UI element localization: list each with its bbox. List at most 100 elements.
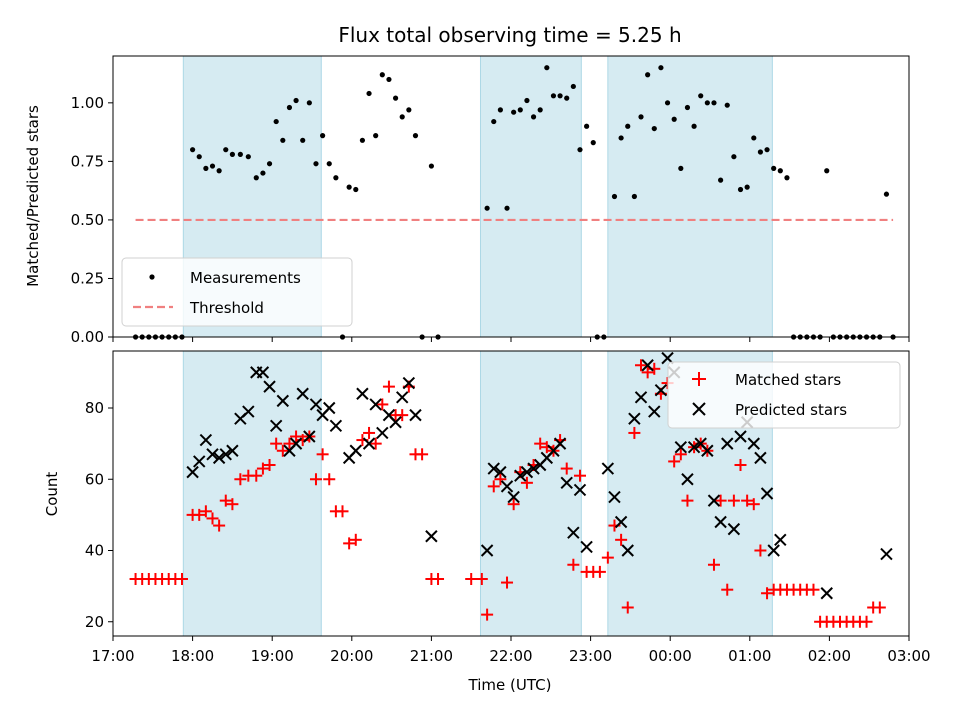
top-measurements-point	[373, 133, 379, 139]
legend-measurements-label: Measurements	[190, 269, 301, 287]
top-measurements-point	[764, 147, 770, 153]
bottom-matched-stars-point	[219, 494, 232, 507]
top-measurements-point	[320, 133, 326, 139]
bottom-matched-stars-point	[601, 551, 614, 564]
bottom-matched-stars-point	[761, 587, 774, 600]
bottom-predicted-stars-point	[206, 448, 219, 461]
bottom-predicted-stars-point	[309, 398, 323, 411]
top-measurements-point	[698, 93, 704, 99]
bottom-predicted-stars-point	[296, 387, 309, 400]
bottom-matched-stars-point	[615, 533, 628, 546]
bottom-predicted-stars-point	[621, 544, 634, 557]
top-measurements-point	[524, 97, 530, 104]
top-measurements-point	[718, 177, 724, 183]
top-measurements-point	[386, 76, 392, 83]
bottom-predicted-stars-point	[199, 433, 213, 447]
bottom-matched-stars-point	[860, 615, 873, 628]
top-measurements-point	[557, 93, 563, 99]
top-measurements-point	[359, 137, 366, 143]
bottom-matched-stars-point	[270, 437, 283, 450]
bottom-matched-stars-point	[635, 359, 648, 372]
bottom-predicted-stars-point	[553, 437, 567, 450]
bottom-predicted-stars-point	[500, 480, 514, 493]
legend-matched-stars-label: Matched stars	[735, 371, 841, 389]
bottom-predicted-stars-point	[674, 440, 688, 454]
top-measurements-point	[570, 83, 576, 90]
top-measurements-point	[491, 118, 497, 125]
legend-matched-stars-marker	[692, 372, 706, 386]
top-measurements-point	[757, 149, 764, 155]
bottom-predicted-stars-point	[193, 455, 206, 468]
top-measurements-point	[273, 118, 279, 125]
bottom-matched-stars-point	[226, 498, 239, 511]
top-measurements-point	[731, 154, 737, 160]
bottom-matched-stars-point	[309, 473, 322, 486]
legend-predicted-stars-marker	[692, 402, 706, 416]
top-measurements-point	[379, 72, 385, 78]
bottom-predicted-stars-point	[707, 494, 721, 507]
bottom-matched-stars-point	[674, 448, 687, 461]
bottom-x-tick-label: 03:00	[887, 647, 930, 665]
bottom-predicted-stars-point	[329, 419, 343, 433]
bottom-predicted-stars-point	[480, 544, 494, 557]
bottom-matched-stars-point	[707, 558, 720, 571]
bottom-predicted-stars-point	[186, 465, 199, 479]
bottom-matched-stars-point	[199, 505, 212, 518]
bottom-predicted-stars-point	[601, 462, 615, 475]
bottom-matched-stars-point	[465, 573, 478, 585]
top-measurements-point	[625, 123, 631, 129]
bottom-predicted-stars-point	[323, 401, 336, 415]
bottom-predicted-stars-point	[820, 587, 833, 600]
bottom-y-tick-label: 60	[85, 470, 104, 488]
bottom-matched-stars-point	[376, 398, 389, 411]
bottom-predicted-stars-point	[721, 437, 734, 450]
x-axis-title: Time (UTC)	[468, 676, 552, 694]
bottom-matched-stars-point	[234, 473, 247, 486]
bottom-predicted-stars-point	[714, 515, 727, 529]
bottom-predicted-stars-point	[425, 530, 438, 543]
top-measurements-point	[544, 65, 550, 71]
top-measurements-point	[664, 100, 671, 106]
bottom-matched-stars-point	[276, 444, 289, 457]
top-measurements-point	[326, 161, 332, 167]
bottom-matched-stars-point	[175, 573, 188, 585]
top-measurements-point	[313, 161, 319, 167]
bottom-predicted-stars-point	[303, 430, 316, 443]
top-measurements-point	[590, 140, 596, 146]
bottom-matched-stars-point	[494, 473, 507, 486]
bottom-x-tick-label: 17:00	[91, 647, 134, 665]
bottom-predicted-stars-point	[734, 430, 747, 443]
top-measurements-point	[777, 168, 783, 174]
bottom-predicted-stars-point	[402, 376, 416, 390]
bottom-predicted-stars-point	[514, 469, 527, 482]
bottom-matched-stars-point	[475, 573, 488, 585]
bottom-predicted-stars-point	[701, 444, 714, 457]
top-measurements-point	[229, 151, 235, 157]
bottom-x-tick-label: 23:00	[569, 647, 612, 665]
top-measurements-point	[724, 102, 730, 108]
top-measurements-point	[584, 123, 590, 129]
bottom-predicted-stars-point	[687, 440, 701, 454]
bottom-x-tick-label: 20:00	[330, 647, 373, 665]
bottom-predicted-stars-point	[573, 483, 587, 497]
bottom-x-tick-label: 19:00	[251, 647, 294, 665]
top-measurements-point	[196, 154, 202, 160]
bottom-matched-stars-point	[721, 583, 734, 596]
bottom-predicted-stars-point	[263, 380, 276, 393]
top-measurements-point	[399, 114, 405, 120]
top-measurements-point	[428, 163, 434, 169]
top-measurements-point	[306, 100, 312, 106]
top-measurements-point	[209, 163, 216, 169]
bottom-matched-stars-point	[263, 459, 276, 471]
bottom-predicted-stars-point	[681, 473, 694, 486]
bottom-matched-stars-point	[714, 494, 727, 507]
top-y-tick-label: 0.75	[71, 152, 104, 170]
top-measurements-point	[353, 186, 359, 193]
top-measurements-point	[658, 65, 664, 71]
bottom-x-tick-label: 01:00	[728, 647, 771, 665]
top-y-tick-label: 1.00	[71, 94, 104, 112]
top-measurements-point	[744, 184, 750, 190]
bottom-matched-stars-point	[641, 366, 654, 379]
top-y-tick-label: 0.50	[71, 211, 104, 229]
